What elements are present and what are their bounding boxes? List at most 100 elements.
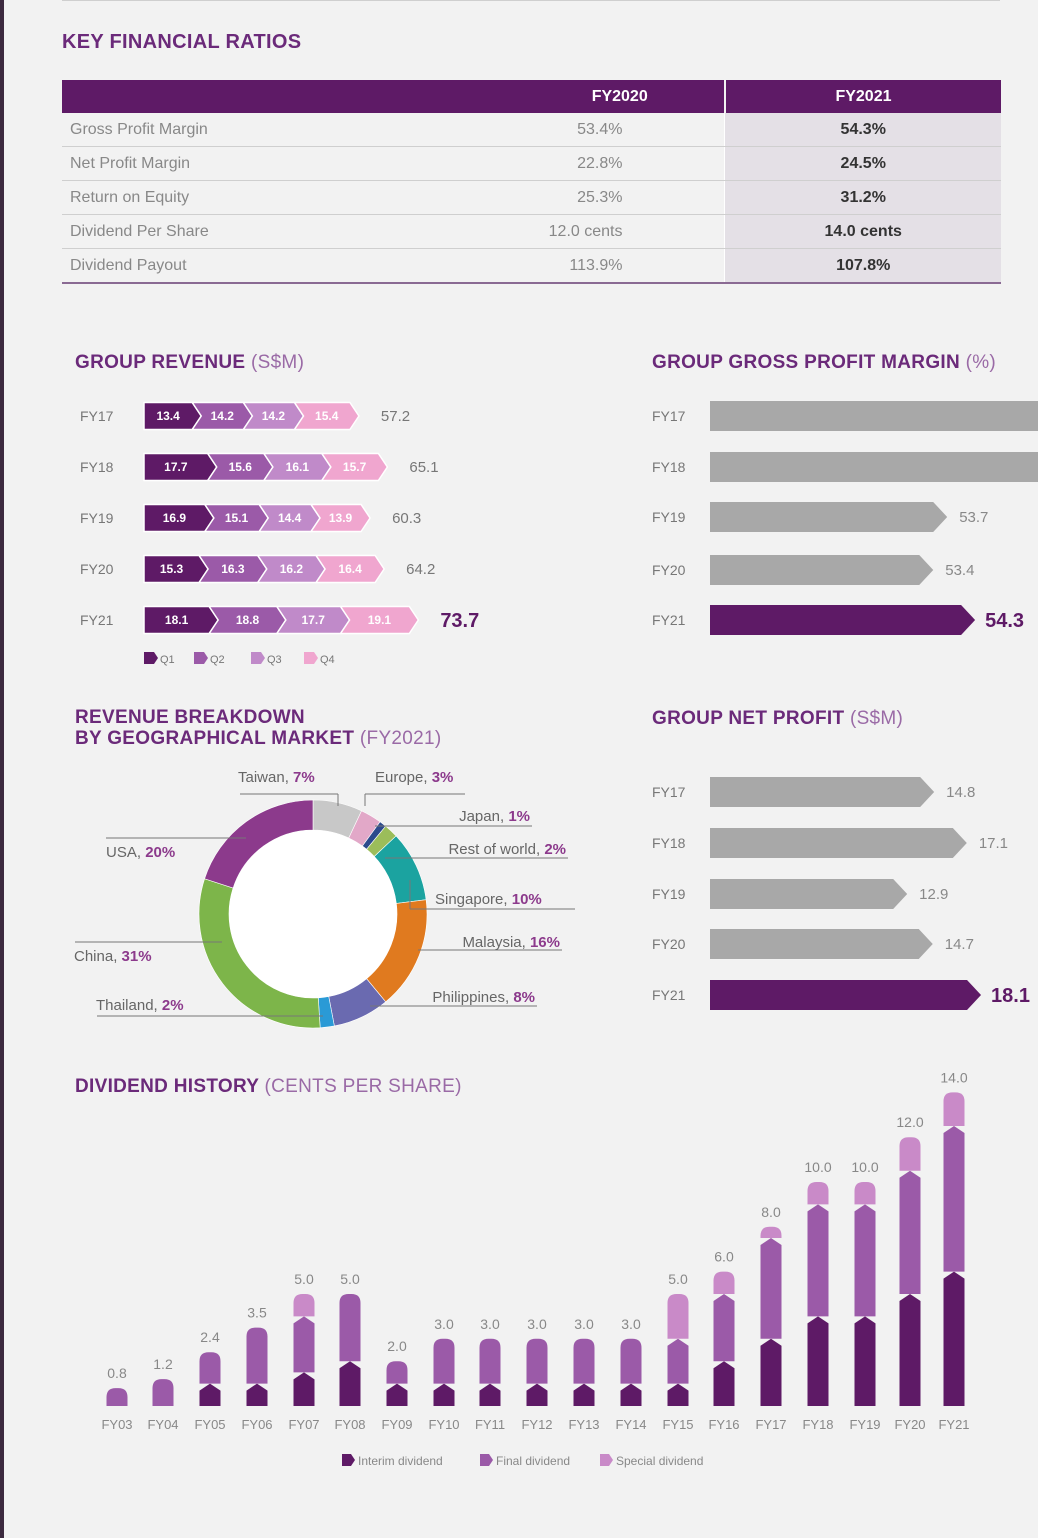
netprofit-value-label: 12.9 bbox=[919, 886, 948, 903]
dividend-total-label: 6.0 bbox=[714, 1249, 734, 1265]
dividend-category-label: FY18 bbox=[802, 1417, 833, 1432]
gpm-value-label: 53.4 bbox=[945, 562, 974, 579]
ratio-fy2021: 54.3% bbox=[724, 113, 1001, 147]
dividend-legend-swatch bbox=[342, 1454, 355, 1466]
netprofit-category-label: FY21 bbox=[652, 987, 686, 1003]
dividend-category-label: FY05 bbox=[194, 1417, 225, 1432]
netprofit-bar bbox=[710, 879, 908, 909]
geo-slice-label: China, 31% bbox=[74, 948, 152, 965]
revenue-title-text: GROUP REVENUE bbox=[75, 352, 246, 373]
dividend-total-label: 10.0 bbox=[804, 1159, 831, 1175]
dividend-category-label: FY17 bbox=[755, 1417, 786, 1432]
geo-slice-name: Japan, bbox=[459, 808, 508, 825]
geo-slice-pct: 7% bbox=[293, 769, 315, 786]
dividend-bar-segment bbox=[246, 1327, 268, 1384]
dividend-bar-segment bbox=[339, 1294, 361, 1362]
geo-slice-name: USA, bbox=[106, 844, 145, 861]
revenue-bar-segment bbox=[339, 605, 420, 635]
revenue-legend-swatch bbox=[304, 652, 318, 664]
netprofit-value-label: 18.1 bbox=[991, 985, 1030, 1007]
dividend-total-label: 5.0 bbox=[668, 1271, 688, 1287]
netprofit-title-text: GROUP NET PROFIT bbox=[652, 708, 845, 729]
revenue-category-label: FY18 bbox=[80, 459, 114, 475]
dividend-bar-segment bbox=[479, 1383, 501, 1406]
revenue-title: GROUP REVENUE (S$M) bbox=[75, 352, 304, 373]
dividend-category-label: FY15 bbox=[662, 1417, 693, 1432]
dividend-title-text: DIVIDEND HISTORY bbox=[75, 1076, 259, 1097]
revenue-total-label: 64.2 bbox=[406, 561, 435, 578]
dividend-total-label: 2.0 bbox=[387, 1338, 407, 1354]
geo-slice-pct: 31% bbox=[122, 948, 152, 965]
gpm-bar bbox=[710, 452, 1038, 482]
revenue-segment-label: 16.2 bbox=[280, 562, 304, 576]
dividend-bar-segment bbox=[152, 1379, 174, 1406]
dividend-total-label: 5.0 bbox=[294, 1271, 314, 1287]
revenue-legend-label: Q2 bbox=[210, 654, 225, 666]
dividend-bar-segment bbox=[433, 1338, 455, 1384]
geo-slice-label: Europe, 3% bbox=[375, 769, 453, 786]
dividend-category-label: FY09 bbox=[381, 1417, 412, 1432]
left-edge-bar bbox=[0, 0, 4, 1538]
dividend-bar-segment bbox=[106, 1388, 128, 1406]
dividend-total-label: 3.0 bbox=[574, 1316, 594, 1332]
revenue-segment-label: 14.2 bbox=[262, 409, 286, 423]
dividend-total-label: 12.0 bbox=[896, 1114, 923, 1130]
ratios-header-fy2021: FY2021 bbox=[723, 80, 1001, 113]
dividend-bar-segment bbox=[386, 1361, 408, 1384]
revenue-total-label: 65.1 bbox=[409, 459, 438, 476]
ratio-fy2020: 25.3% bbox=[515, 180, 725, 215]
ratio-fy2020: 53.4% bbox=[515, 113, 725, 147]
gpm-unit: (%) bbox=[965, 352, 997, 373]
revenue-segment-label: 16.1 bbox=[286, 460, 310, 474]
netprofit-value-label: 14.7 bbox=[945, 936, 974, 953]
dividend-bar-segment bbox=[293, 1294, 315, 1317]
gpm-category-label: FY17 bbox=[652, 408, 686, 424]
geo-slice-label: USA, 20% bbox=[106, 844, 175, 861]
dividend-total-label: 3.0 bbox=[621, 1316, 641, 1332]
revenue-segment-label: 15.6 bbox=[229, 460, 253, 474]
ratio-fy2020: 12.0 cents bbox=[515, 214, 725, 249]
ratios-title: KEY FINANCIAL RATIOS bbox=[62, 31, 302, 53]
dividend-bar-segment bbox=[386, 1383, 408, 1406]
geo-title-line2: BY GEOGRAPHICAL MARKET (FY2021) bbox=[75, 728, 442, 749]
dividend-total-label: 3.0 bbox=[527, 1316, 547, 1332]
dividend-total-label: 10.0 bbox=[851, 1159, 878, 1175]
dividend-bar-segment bbox=[807, 1182, 829, 1205]
revenue-legend-label: Q1 bbox=[160, 654, 175, 666]
dividend-bar-segment bbox=[943, 1126, 965, 1272]
dividend-category-label: FY08 bbox=[334, 1417, 365, 1432]
dividend-bar-segment bbox=[899, 1137, 921, 1171]
dividend-bar-segment bbox=[667, 1383, 689, 1406]
ratio-row: Dividend Per Share 12.0 cents 14.0 cents bbox=[62, 214, 1001, 249]
ratio-row: Gross Profit Margin 53.4% 54.3% bbox=[62, 113, 1001, 147]
revenue-segment-label: 18.1 bbox=[165, 613, 189, 627]
netprofit-unit: (S$M) bbox=[849, 708, 904, 729]
revenue-total-label: 73.7 bbox=[440, 610, 479, 632]
dividend-category-label: FY03 bbox=[101, 1417, 132, 1432]
dividend-legend-label: Final dividend bbox=[496, 1454, 570, 1468]
dividend-bar-segment bbox=[760, 1338, 782, 1406]
dividend-bar-segment bbox=[526, 1383, 548, 1406]
geo-slice-label: Philippines, 8% bbox=[432, 989, 535, 1006]
revenue-bar-segment bbox=[320, 452, 389, 482]
dividend-bar-segment bbox=[854, 1204, 876, 1317]
dividend-total-label: 8.0 bbox=[761, 1204, 781, 1220]
dividend-bar-segment bbox=[760, 1226, 782, 1238]
revenue-bar-segment bbox=[293, 401, 360, 431]
dividend-legend-label: Special dividend bbox=[616, 1454, 703, 1468]
dividend-total-label: 14.0 bbox=[940, 1069, 967, 1085]
dividend-bar-segment bbox=[713, 1294, 735, 1362]
revenue-unit: (S$M) bbox=[250, 352, 305, 373]
ratios-table: FY2020 FY2021 Gross Profit Margin 53.4% 54… bbox=[62, 80, 1001, 284]
dividend-legend-swatch bbox=[480, 1454, 493, 1466]
dividend-total-label: 0.8 bbox=[107, 1365, 127, 1381]
dividend-category-label: FY12 bbox=[521, 1417, 552, 1432]
dividend-bar-segment bbox=[199, 1352, 221, 1384]
dividend-total-label: 2.4 bbox=[200, 1329, 220, 1345]
revenue-segment-label: 14.4 bbox=[278, 511, 302, 525]
geo-slice-pct: 2% bbox=[162, 997, 184, 1014]
revenue-segment-label: 19.1 bbox=[368, 613, 392, 627]
ratio-fy2020: 22.8% bbox=[515, 146, 725, 181]
dividend-bar-segment bbox=[433, 1383, 455, 1406]
